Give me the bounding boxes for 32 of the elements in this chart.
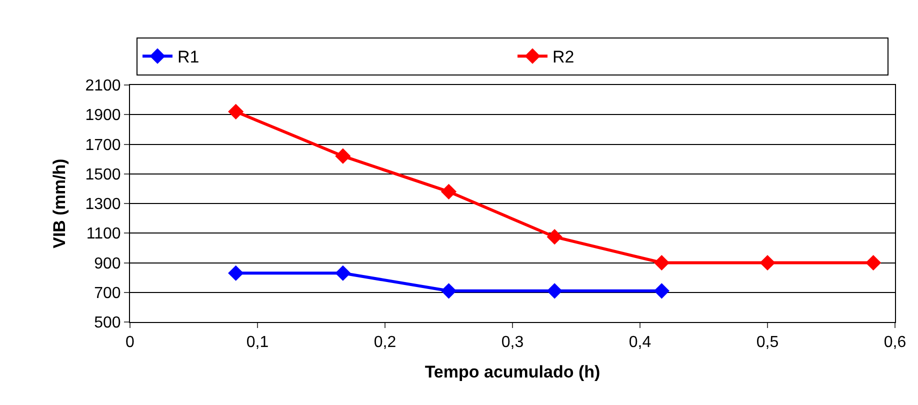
point bbox=[228, 265, 244, 281]
y-tick-label: 2100 bbox=[85, 78, 121, 95]
point bbox=[228, 104, 244, 120]
point bbox=[866, 254, 882, 271]
point bbox=[546, 229, 562, 245]
y-tick-label: 1500 bbox=[85, 166, 121, 184]
y-tick-label: 900 bbox=[94, 255, 121, 272]
y-tick-label: 1300 bbox=[85, 196, 121, 214]
x-tick-label: 0 bbox=[126, 334, 135, 352]
x-tick-label: 0,1 bbox=[246, 334, 269, 352]
x-tick-label: 0,2 bbox=[374, 334, 396, 352]
legend-label: R1 bbox=[178, 48, 200, 67]
point bbox=[546, 283, 562, 299]
y-tick-label: 1900 bbox=[85, 107, 121, 124]
x-tick-label: 0,5 bbox=[756, 334, 779, 352]
point bbox=[335, 265, 351, 281]
legend-label: R2 bbox=[552, 48, 574, 67]
point bbox=[760, 254, 776, 271]
x-tick-label: 0,3 bbox=[501, 334, 524, 352]
y-tick-label: 700 bbox=[94, 284, 121, 302]
point bbox=[654, 254, 670, 271]
point bbox=[440, 184, 457, 200]
point bbox=[654, 283, 670, 299]
y-tick-label: 500 bbox=[94, 314, 121, 332]
y-tick-label: 1100 bbox=[86, 226, 121, 243]
x-tick-label: 0,4 bbox=[628, 334, 652, 352]
y-axis-title: VIB (mm/h) bbox=[50, 158, 69, 248]
x-axis-title: Tempo acumulado (h) bbox=[424, 362, 600, 382]
y-tick-label: 1700 bbox=[85, 136, 121, 154]
point bbox=[335, 148, 351, 164]
x-tick-label: 0,6 bbox=[884, 334, 906, 352]
point bbox=[440, 283, 457, 299]
